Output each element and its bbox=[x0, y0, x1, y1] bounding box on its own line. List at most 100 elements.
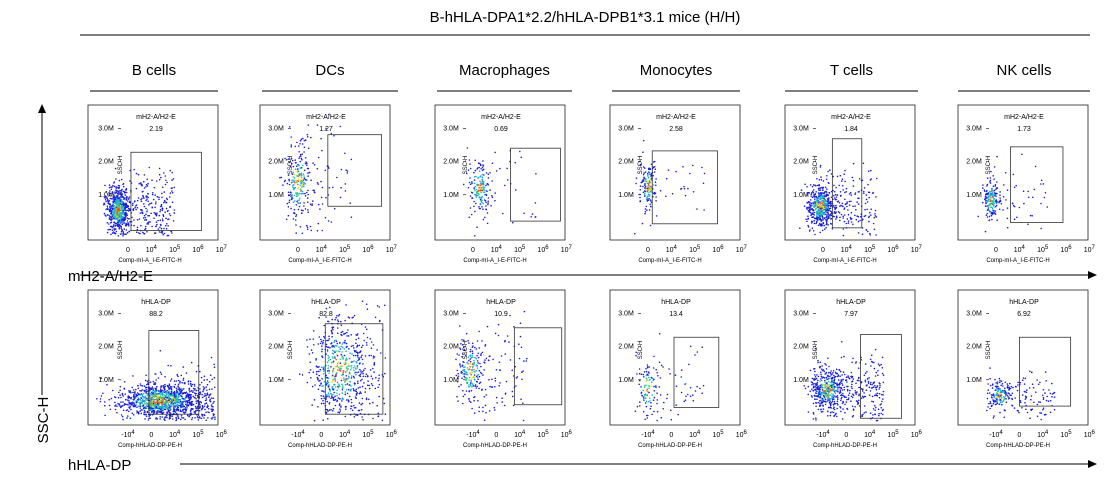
scatter-point bbox=[159, 406, 161, 409]
x-tick-label: 106 bbox=[537, 245, 549, 254]
scatter-point bbox=[328, 409, 331, 411]
scatter-point bbox=[336, 381, 339, 384]
scatter-point bbox=[322, 399, 324, 402]
scatter-point bbox=[520, 398, 522, 401]
scatter-point bbox=[133, 219, 135, 221]
scatter-point bbox=[634, 232, 636, 235]
scatter-point bbox=[169, 386, 172, 388]
scatter-point bbox=[310, 229, 313, 232]
scatter-point bbox=[366, 384, 369, 387]
scatter-point bbox=[701, 346, 703, 349]
scatter-point bbox=[381, 419, 384, 422]
scatter-point bbox=[105, 190, 108, 193]
scatter-point bbox=[154, 405, 156, 407]
scatter-point bbox=[162, 409, 164, 412]
scatter-point bbox=[309, 369, 312, 371]
scatter-point bbox=[993, 166, 996, 168]
scatter-point bbox=[165, 201, 168, 204]
scatter-point bbox=[157, 406, 159, 408]
scatter-point bbox=[518, 343, 520, 346]
scatter-point bbox=[333, 346, 336, 349]
scatter-point bbox=[1046, 206, 1049, 208]
scatter-point bbox=[838, 202, 841, 204]
scatter-point bbox=[317, 222, 320, 225]
scatter-point bbox=[323, 335, 325, 338]
scatter-point bbox=[118, 214, 121, 216]
scatter-point bbox=[301, 184, 304, 187]
scatter-point bbox=[343, 348, 346, 350]
scatter-point bbox=[339, 125, 342, 128]
scatter-point bbox=[463, 368, 466, 371]
scatter-point bbox=[648, 366, 651, 368]
scatter-point bbox=[199, 384, 201, 386]
scatter-point bbox=[129, 180, 131, 182]
scatter-point bbox=[299, 139, 302, 142]
scatter-point bbox=[190, 384, 192, 386]
scatter-point bbox=[485, 201, 487, 204]
scatter-point bbox=[171, 191, 174, 194]
x-tick-label: 0 bbox=[669, 432, 673, 439]
scatter-point bbox=[345, 357, 348, 359]
scatter-point bbox=[337, 315, 340, 317]
scatter-point bbox=[138, 182, 140, 185]
scatter-point bbox=[839, 195, 842, 197]
scatter-point bbox=[478, 193, 480, 196]
scatter-point bbox=[337, 387, 340, 389]
scatter-point bbox=[486, 325, 489, 328]
scatter-point bbox=[122, 185, 125, 188]
scatter-point bbox=[639, 401, 641, 403]
scatter-point bbox=[361, 385, 364, 388]
scatter-point bbox=[339, 196, 342, 199]
scatter-point bbox=[153, 406, 156, 409]
scatter-point bbox=[107, 200, 109, 203]
scatter-point bbox=[117, 202, 119, 205]
scatter-point bbox=[115, 230, 118, 233]
scatter-point bbox=[321, 345, 323, 347]
scatter-point bbox=[471, 181, 473, 183]
scatter-point bbox=[301, 143, 304, 145]
scatter-point bbox=[179, 382, 181, 384]
scatter-point bbox=[299, 153, 302, 156]
scatter-point bbox=[313, 164, 316, 166]
scatter-point bbox=[525, 360, 528, 362]
scatter-point bbox=[995, 204, 998, 207]
scatter-point bbox=[520, 156, 523, 159]
scatter-point bbox=[822, 208, 825, 211]
scatter-point bbox=[815, 215, 818, 218]
scatter-point bbox=[361, 397, 364, 400]
scatter-point bbox=[1006, 189, 1009, 191]
scatter-point bbox=[870, 214, 872, 216]
scatter-point bbox=[836, 175, 839, 178]
scatter-point bbox=[164, 383, 166, 386]
scatter-point bbox=[534, 202, 537, 204]
scatter-point bbox=[297, 199, 299, 202]
panel-y-label: SSC-H bbox=[463, 341, 469, 360]
scatter-point bbox=[857, 220, 860, 223]
scatter-point bbox=[475, 194, 477, 197]
gate-rectangle bbox=[130, 151, 202, 231]
scatter-point bbox=[110, 221, 113, 224]
scatter-point bbox=[301, 153, 303, 155]
scatter-point bbox=[365, 328, 368, 331]
scatter-point bbox=[180, 414, 183, 417]
scatter-point bbox=[483, 361, 486, 364]
scatter-point bbox=[157, 390, 160, 392]
scatter-point bbox=[362, 344, 364, 347]
scatter-point bbox=[456, 395, 458, 398]
scatter-point bbox=[186, 405, 189, 407]
scatter-point bbox=[152, 198, 155, 201]
scatter-point bbox=[504, 184, 506, 187]
scatter-point bbox=[470, 373, 473, 376]
scatter-point bbox=[132, 202, 134, 205]
scatter-point bbox=[819, 222, 821, 225]
scatter-point bbox=[287, 174, 290, 176]
scatter-point bbox=[824, 186, 827, 189]
scatter-point bbox=[998, 200, 1001, 203]
scatter-point bbox=[325, 374, 328, 377]
x-tick-label: 107 bbox=[911, 245, 923, 254]
scatter-point bbox=[500, 355, 503, 357]
scatter-point bbox=[204, 408, 206, 411]
scatter-point bbox=[1013, 218, 1016, 220]
scatter-point bbox=[329, 347, 331, 349]
